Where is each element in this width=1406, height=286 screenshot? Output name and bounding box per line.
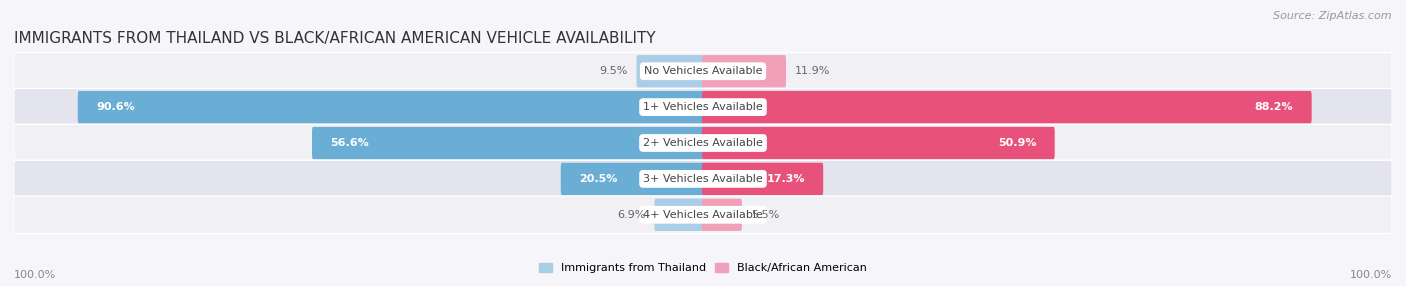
FancyBboxPatch shape bbox=[14, 196, 1392, 233]
FancyBboxPatch shape bbox=[702, 127, 1054, 159]
FancyBboxPatch shape bbox=[702, 163, 824, 195]
Text: No Vehicles Available: No Vehicles Available bbox=[644, 66, 762, 76]
FancyBboxPatch shape bbox=[312, 127, 704, 159]
Text: 100.0%: 100.0% bbox=[14, 270, 56, 280]
FancyBboxPatch shape bbox=[14, 124, 1392, 162]
Text: Source: ZipAtlas.com: Source: ZipAtlas.com bbox=[1274, 11, 1392, 21]
Text: 5.5%: 5.5% bbox=[751, 210, 779, 220]
Text: 20.5%: 20.5% bbox=[579, 174, 617, 184]
FancyBboxPatch shape bbox=[702, 199, 742, 231]
Text: 9.5%: 9.5% bbox=[599, 66, 627, 76]
FancyBboxPatch shape bbox=[702, 55, 786, 87]
Text: 17.3%: 17.3% bbox=[766, 174, 806, 184]
FancyBboxPatch shape bbox=[561, 163, 704, 195]
Legend: Immigrants from Thailand, Black/African American: Immigrants from Thailand, Black/African … bbox=[534, 259, 872, 278]
Text: 90.6%: 90.6% bbox=[96, 102, 135, 112]
Text: 88.2%: 88.2% bbox=[1254, 102, 1294, 112]
Text: 56.6%: 56.6% bbox=[330, 138, 368, 148]
Text: 2+ Vehicles Available: 2+ Vehicles Available bbox=[643, 138, 763, 148]
FancyBboxPatch shape bbox=[14, 53, 1392, 90]
Text: 6.9%: 6.9% bbox=[617, 210, 645, 220]
FancyBboxPatch shape bbox=[77, 91, 704, 123]
Text: 11.9%: 11.9% bbox=[796, 66, 831, 76]
FancyBboxPatch shape bbox=[14, 160, 1392, 198]
FancyBboxPatch shape bbox=[654, 199, 704, 231]
FancyBboxPatch shape bbox=[702, 91, 1312, 123]
Text: 1+ Vehicles Available: 1+ Vehicles Available bbox=[643, 102, 763, 112]
FancyBboxPatch shape bbox=[637, 55, 704, 87]
FancyBboxPatch shape bbox=[14, 88, 1392, 126]
Text: 3+ Vehicles Available: 3+ Vehicles Available bbox=[643, 174, 763, 184]
Text: 50.9%: 50.9% bbox=[998, 138, 1036, 148]
Text: IMMIGRANTS FROM THAILAND VS BLACK/AFRICAN AMERICAN VEHICLE AVAILABILITY: IMMIGRANTS FROM THAILAND VS BLACK/AFRICA… bbox=[14, 31, 655, 46]
Text: 100.0%: 100.0% bbox=[1350, 270, 1392, 280]
Text: 4+ Vehicles Available: 4+ Vehicles Available bbox=[643, 210, 763, 220]
